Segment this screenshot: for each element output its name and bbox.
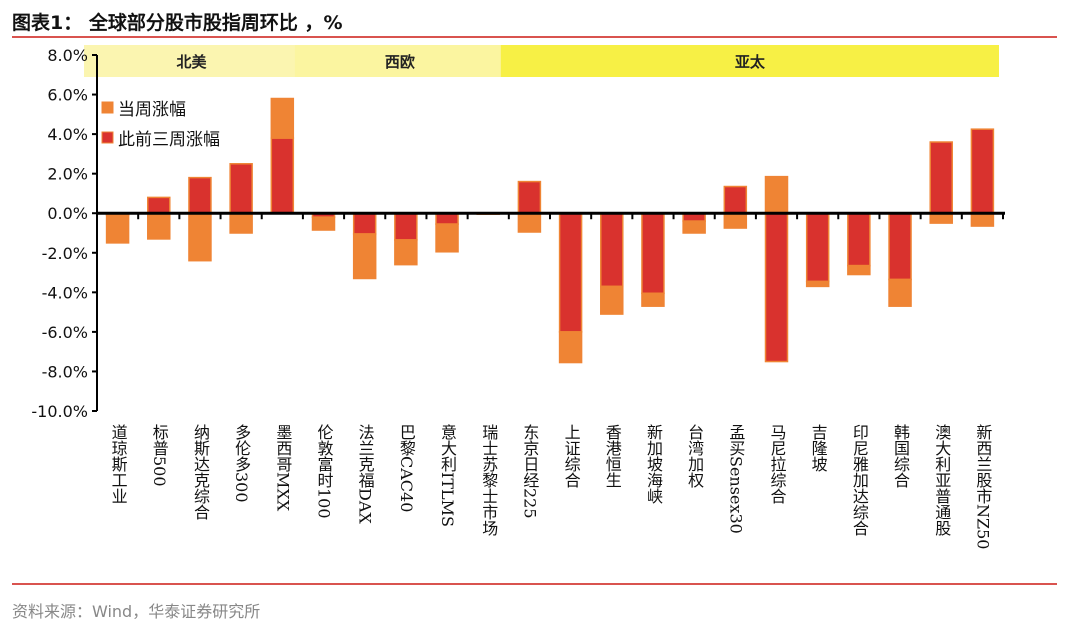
x-tick-label: 新西兰股市NZ50 [973, 424, 993, 550]
bar-prior-three-weeks [805, 212, 830, 283]
region-band [84, 45, 299, 77]
bar-current-week [847, 264, 871, 276]
bar-current-week [970, 212, 995, 227]
bar-prior-three-weeks [764, 212, 789, 363]
x-tick-label: 马尼拉综合 [767, 424, 787, 504]
x-tick-label: 印尼雅加达综合 [849, 424, 869, 536]
bar-current-week [229, 212, 253, 234]
bar-prior-three-weeks [970, 128, 995, 214]
x-tick-label: 瑞士苏黎士市场 [479, 424, 499, 536]
x-tick-label: 上证综合 [561, 424, 581, 488]
y-tick-label: 8.0% [47, 46, 88, 65]
x-tick-label: 吉隆坡 [808, 424, 828, 472]
chart-title: 图表1： 全球部分股市股指周环比 ，% [12, 12, 343, 34]
bar-prior-three-weeks [229, 163, 253, 214]
x-tick-label: 香港恒生 [602, 424, 622, 488]
bar-current-week [641, 292, 665, 307]
y-tick-label: 6.0% [47, 86, 88, 105]
bar-current-week [435, 223, 459, 253]
bar-prior-three-weeks [517, 180, 542, 214]
region-label: 亚太 [735, 53, 766, 71]
bar-prior-three-weeks [723, 185, 748, 214]
x-tick-label: 法兰克福DAX [355, 424, 375, 524]
bar-current-week [352, 233, 377, 280]
region-label: 北美 [176, 53, 207, 71]
bar-current-week [764, 175, 789, 214]
bar-prior-three-weeks [352, 212, 377, 235]
bar-current-week [394, 239, 418, 266]
x-tick-label: 纳斯达克综合 [190, 424, 210, 520]
bar-current-week [558, 331, 583, 364]
x-tick-label: 墨西哥MXX [273, 424, 293, 512]
legend-label: 当周涨幅 [118, 100, 186, 120]
x-tick-label: 多伦多300 [232, 424, 252, 503]
region-label: 西欧 [385, 53, 415, 71]
bar-current-week [270, 97, 295, 139]
bar-current-week [517, 212, 542, 233]
bar-prior-three-weeks [435, 212, 459, 225]
bar-current-week [682, 220, 706, 234]
bar-prior-three-weeks [270, 137, 295, 214]
x-tick-label: 标普500 [149, 424, 169, 487]
region-band [294, 45, 505, 77]
bar-current-week [805, 280, 830, 288]
x-tick-label: 道琼斯工业 [108, 424, 128, 504]
y-tick-label: -2.0% [42, 244, 88, 263]
x-tick-label: 韩国综合 [891, 424, 911, 488]
legend-swatch [101, 131, 114, 144]
y-tick-label: 4.0% [47, 125, 88, 144]
x-tick-label: 台湾加权 [685, 424, 705, 488]
title-divider [12, 36, 1057, 38]
footer-divider [12, 583, 1057, 585]
x-tick-label: 巴黎CAC40 [396, 424, 416, 513]
x-tick-label: 孟买Sensex30 [726, 424, 746, 534]
legend-label: 此前三周涨幅 [118, 130, 220, 150]
bar-current-week [600, 285, 624, 315]
bar-current-week [188, 212, 212, 262]
source-note: 资料来源：Wind，华泰证券研究所 [12, 602, 261, 621]
region-band [500, 45, 999, 77]
bar-prior-three-weeks [558, 212, 583, 333]
x-tick-label: 澳大利亚普通股 [932, 424, 952, 536]
bar-prior-three-weeks [600, 212, 624, 288]
bar-prior-three-weeks [641, 212, 665, 295]
legend-swatch [101, 101, 114, 114]
bar-current-week [723, 212, 748, 229]
y-tick-label: 2.0% [47, 165, 88, 184]
bar-prior-three-weeks [888, 212, 912, 281]
bar-prior-three-weeks [188, 176, 212, 214]
bar-prior-three-weeks [929, 141, 953, 214]
x-tick-label: 新加坡海峡 [643, 424, 663, 504]
bar-current-week [888, 278, 912, 307]
bar-prior-three-weeks [394, 212, 418, 241]
bar-current-week [147, 212, 171, 240]
x-tick-label: 伦敦富时100 [314, 424, 334, 519]
bar-current-week [311, 216, 336, 231]
y-tick-label: -4.0% [42, 283, 88, 302]
bar-prior-three-weeks [847, 212, 871, 267]
x-tick-label: 意大利ITLMS [438, 424, 458, 527]
y-tick-label: -8.0% [42, 362, 88, 381]
x-tick-label: 东京日经225 [520, 424, 540, 519]
y-tick-label: -6.0% [42, 323, 88, 342]
bar-current-week [105, 214, 130, 244]
y-tick-label: 0.0% [47, 204, 88, 223]
y-tick-label: -10.0% [31, 402, 88, 421]
bar-prior-three-weeks [147, 196, 171, 214]
